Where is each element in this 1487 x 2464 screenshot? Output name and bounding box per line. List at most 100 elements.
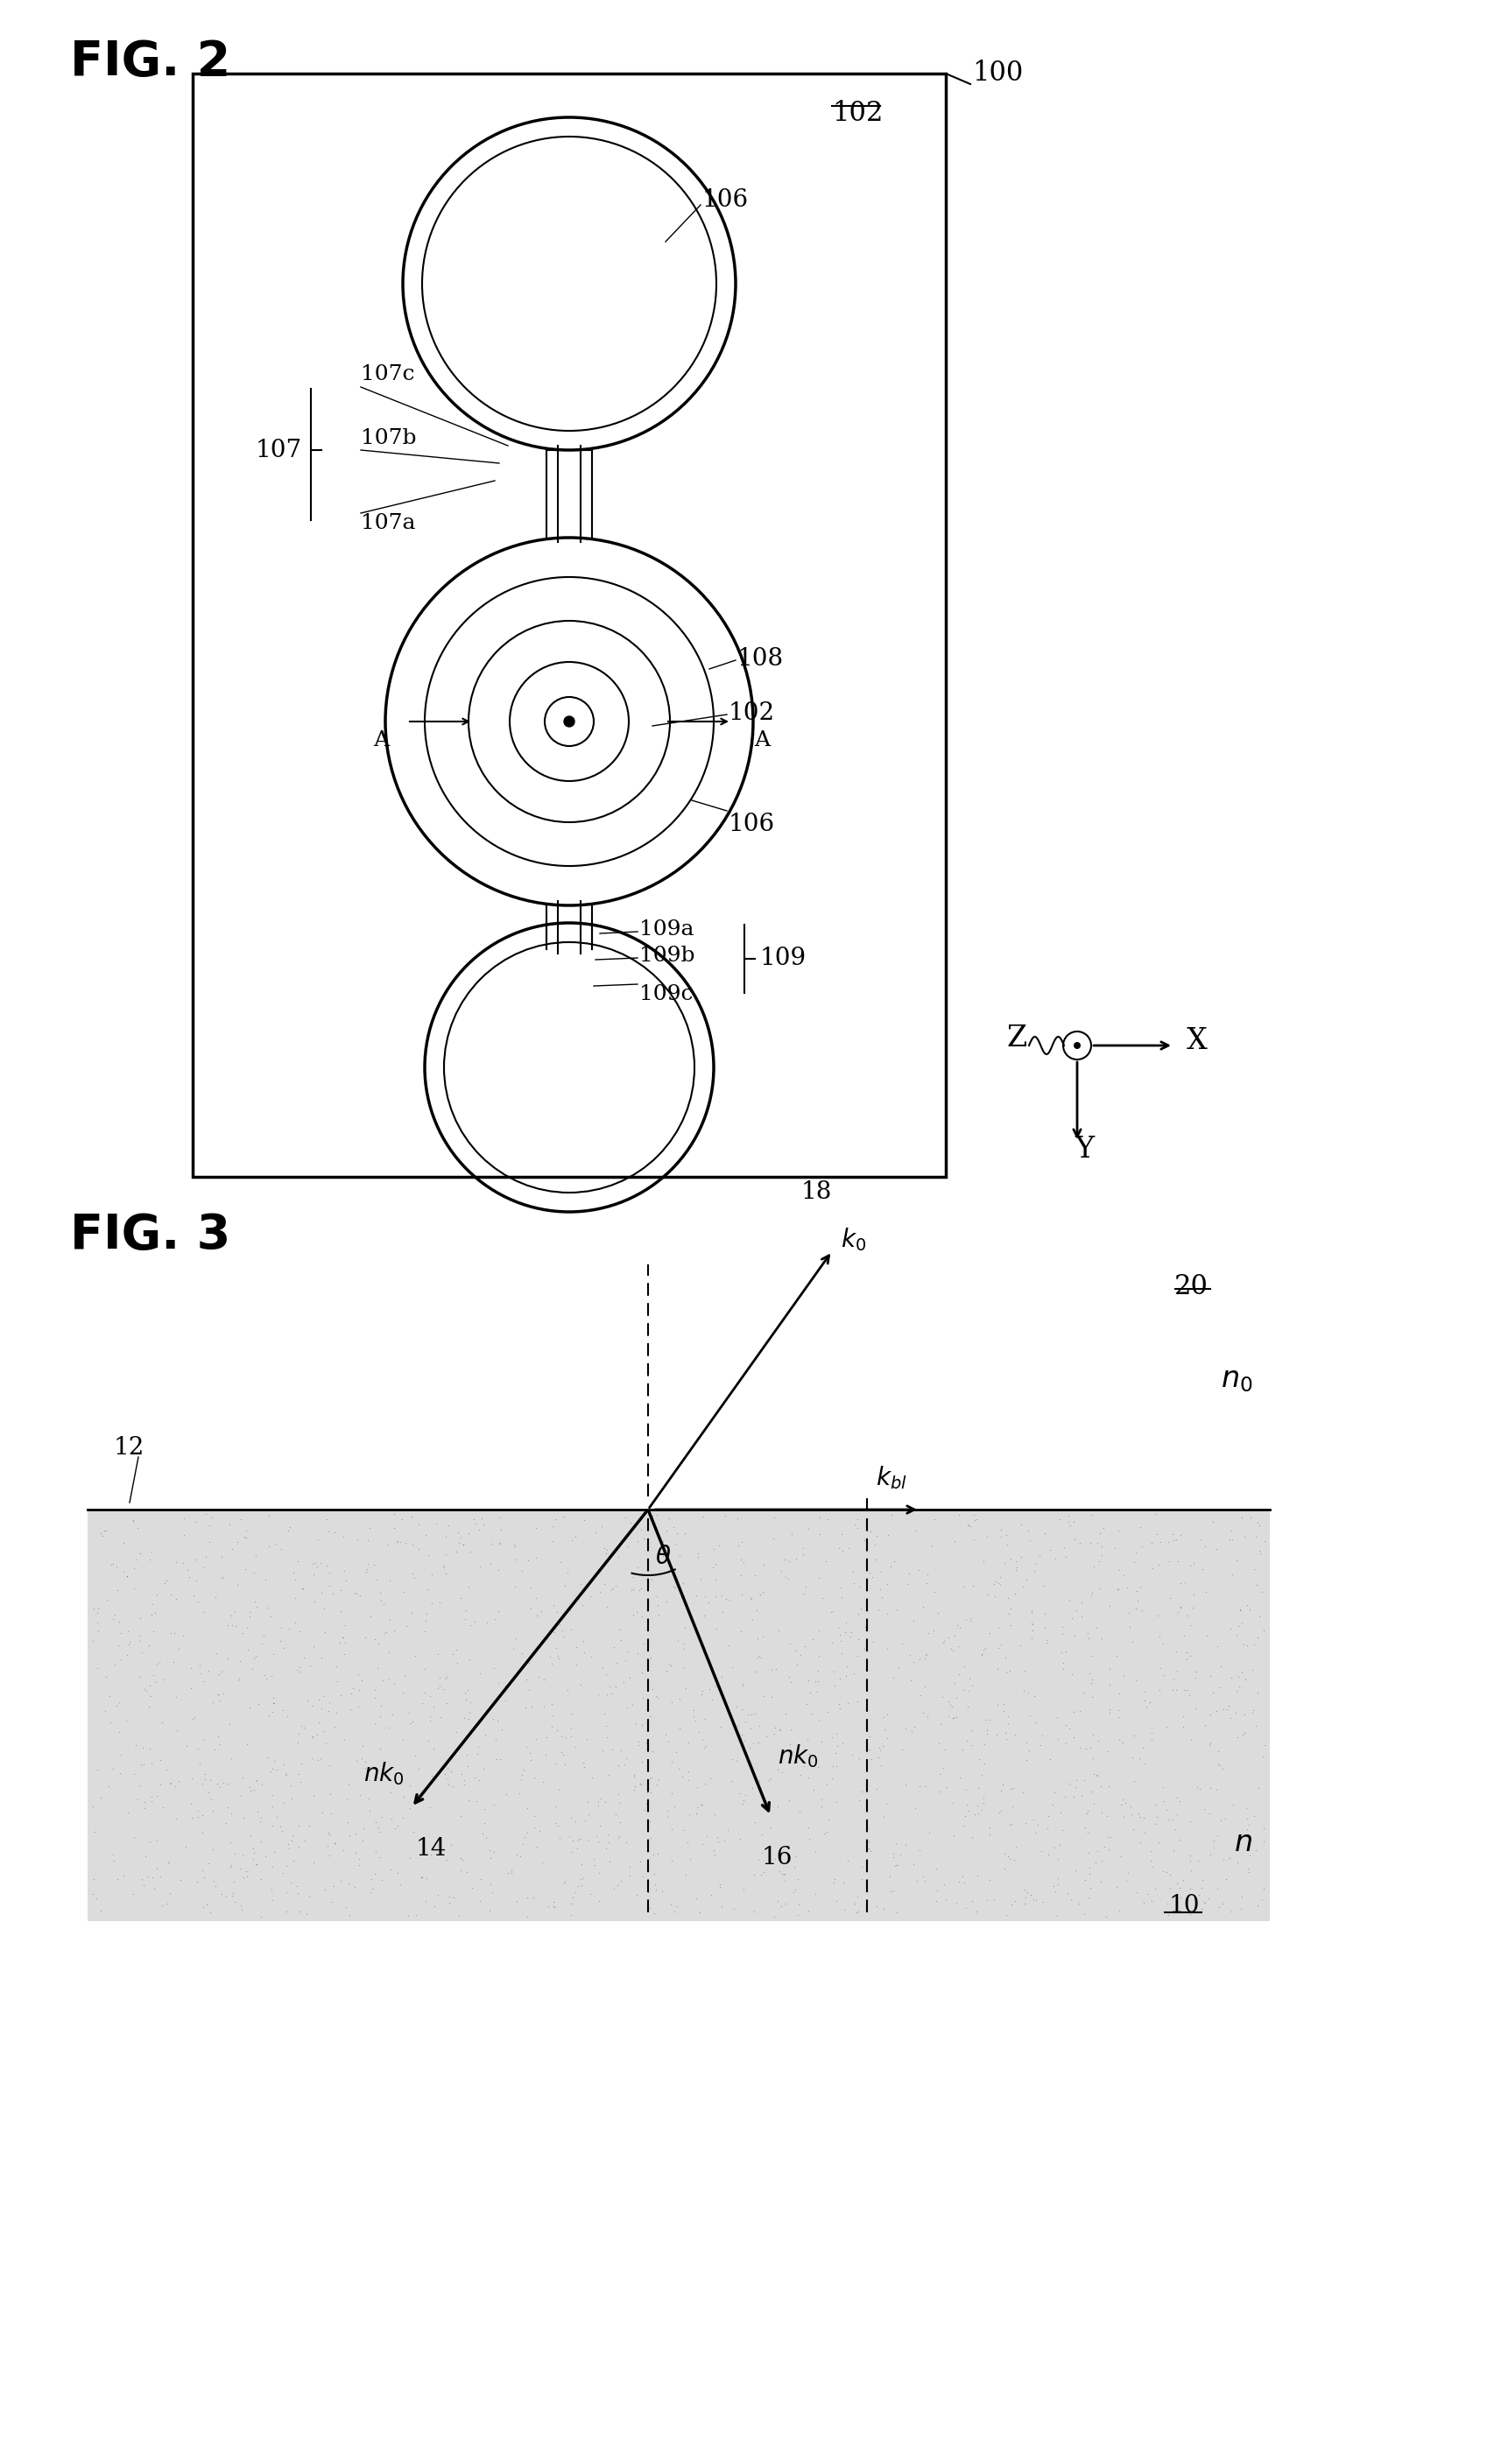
Point xyxy=(1204,1626,1228,1666)
Point xyxy=(604,1643,628,1683)
Point xyxy=(230,1836,254,1875)
Point xyxy=(317,1510,341,1550)
Point xyxy=(940,1784,964,1823)
Point xyxy=(920,1611,944,1651)
Point xyxy=(452,1698,476,1737)
Point xyxy=(819,1717,843,1757)
Point xyxy=(1036,1836,1060,1875)
Point xyxy=(1170,1708,1194,1747)
Point xyxy=(744,1693,767,1732)
Point xyxy=(730,1730,754,1769)
Point xyxy=(570,1846,593,1885)
Point xyxy=(778,1542,801,1582)
Point xyxy=(1087,1542,1111,1582)
Point xyxy=(1057,1579,1081,1619)
Point xyxy=(436,1759,459,1799)
Point xyxy=(290,1705,314,1745)
Point xyxy=(901,1643,925,1683)
Point xyxy=(729,1715,752,1754)
Point xyxy=(999,1885,1023,1924)
Point xyxy=(181,1700,205,1740)
Point xyxy=(409,1858,433,1897)
Point xyxy=(201,1860,225,1900)
Point xyxy=(259,1597,283,1636)
Point xyxy=(1175,1597,1199,1636)
Point xyxy=(910,1587,934,1626)
Point xyxy=(1056,1764,1080,1804)
Point xyxy=(888,1836,912,1875)
Point xyxy=(1014,1560,1038,1599)
Point xyxy=(717,1579,741,1619)
Point xyxy=(766,1880,790,1919)
Point xyxy=(428,1666,452,1705)
Point xyxy=(1218,1698,1242,1737)
Point xyxy=(1227,1668,1251,1708)
Point xyxy=(397,1693,421,1732)
Point xyxy=(1219,1510,1243,1550)
Point xyxy=(984,1715,1008,1754)
Point xyxy=(1115,1853,1139,1892)
Point xyxy=(320,1794,343,1833)
Point xyxy=(248,1860,272,1900)
Point xyxy=(164,1767,187,1806)
Point xyxy=(233,1518,257,1557)
Point xyxy=(159,1574,183,1614)
Point xyxy=(1231,1695,1255,1735)
Point xyxy=(178,1784,202,1823)
Point xyxy=(125,1779,149,1818)
Point xyxy=(1132,1745,1155,1784)
Point xyxy=(1078,1574,1102,1614)
Point xyxy=(1062,1777,1086,1816)
Point xyxy=(327,1624,351,1663)
Point xyxy=(1139,1720,1163,1759)
Point xyxy=(397,1838,421,1878)
Point xyxy=(703,1668,727,1708)
Point xyxy=(1163,1809,1187,1848)
Point xyxy=(457,1781,480,1821)
Text: $nk_0$: $nk_0$ xyxy=(778,1742,818,1769)
Text: 106: 106 xyxy=(702,190,748,212)
Point xyxy=(1227,1592,1251,1631)
Text: 18: 18 xyxy=(801,1180,831,1205)
Point xyxy=(361,1545,385,1584)
Point xyxy=(742,1855,766,1895)
Point xyxy=(806,1651,830,1690)
Point xyxy=(269,1530,293,1570)
Point xyxy=(156,1843,180,1882)
Point xyxy=(645,1584,669,1624)
Point xyxy=(280,1779,303,1818)
Point xyxy=(604,1794,628,1833)
Point xyxy=(229,1885,253,1924)
Point xyxy=(1008,1506,1032,1545)
Point xyxy=(793,1626,816,1666)
Point xyxy=(193,1759,217,1799)
Point xyxy=(1072,1759,1096,1799)
Point xyxy=(540,1520,564,1560)
Point xyxy=(1014,1722,1038,1762)
Point xyxy=(309,1572,333,1611)
Point xyxy=(828,1577,852,1616)
Point xyxy=(571,1621,595,1661)
Point xyxy=(1242,1796,1265,1836)
Point xyxy=(702,1794,726,1833)
Point xyxy=(257,1496,281,1535)
Point xyxy=(434,1535,458,1574)
Point xyxy=(517,1732,541,1772)
Point xyxy=(338,1816,361,1855)
Point xyxy=(369,1572,393,1611)
Point xyxy=(672,1811,696,1850)
Point xyxy=(854,1779,877,1818)
Point xyxy=(358,1873,382,1912)
Point xyxy=(1163,1520,1187,1560)
Point xyxy=(85,1648,109,1688)
Point xyxy=(363,1853,387,1892)
Point xyxy=(819,1624,843,1663)
Point xyxy=(1118,1786,1142,1826)
Point xyxy=(168,1860,192,1900)
Point xyxy=(751,1853,775,1892)
Point xyxy=(1013,1804,1036,1843)
Point xyxy=(397,1764,421,1804)
Point xyxy=(1228,1604,1252,1643)
Point xyxy=(348,1841,372,1880)
Text: Z: Z xyxy=(1007,1025,1026,1052)
